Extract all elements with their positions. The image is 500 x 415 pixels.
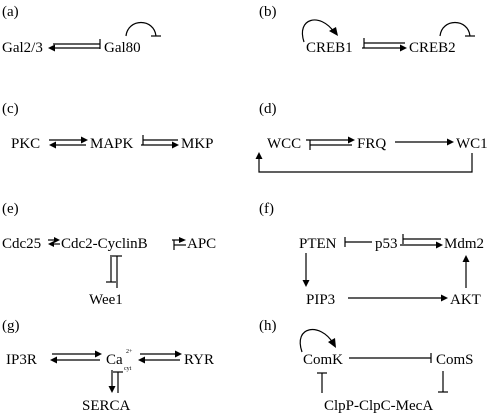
node-mdm2: Mdm2 — [444, 236, 484, 252]
node-pten: PTEN — [299, 236, 337, 252]
arrowhead — [175, 350, 182, 358]
node-ip3r: IP3R — [6, 352, 37, 368]
arrowhead — [462, 255, 470, 262]
panel-d-label: (d) — [259, 101, 277, 117]
arrowhead — [108, 386, 116, 393]
node-frq: FRQ — [357, 136, 386, 152]
node-ca-superscript: 2+ — [126, 349, 133, 355]
arrowhead — [328, 338, 336, 348]
node-coms: ComS — [436, 352, 474, 368]
node-cdc2-cyclinb: Cdc2-CyclinB — [61, 236, 148, 252]
arrowhead — [48, 241, 54, 247]
arrowhead — [138, 356, 145, 364]
node-wc1: WC1 — [456, 136, 488, 152]
node-akt: AKT — [450, 292, 481, 308]
node-mapk: MAPK — [90, 136, 134, 152]
node-clpp-clpc-meca: ClpP-ClpC-MecA — [324, 398, 433, 414]
self-inhibition-loop-gal80 — [125, 21, 157, 37]
arrowhead — [48, 44, 55, 52]
arrowhead — [400, 44, 407, 52]
self-activation-loop-comk — [299, 328, 334, 353]
arrowhead — [81, 136, 88, 144]
panel-g-label: (g) — [2, 318, 20, 334]
panel-a: (a) Gal2/3 Gal80 — [2, 4, 161, 56]
arrowhead — [49, 141, 56, 149]
node-ca-subscript: cyt — [124, 366, 132, 372]
self-activation-loop-creb1 — [301, 19, 335, 43]
panel-b-label: (b) — [259, 4, 277, 20]
panel-f: (f) PTEN p53 Mdm2 PIP3 AKT — [259, 201, 484, 308]
node-comk: ComK — [303, 352, 343, 368]
arrowhead — [348, 136, 355, 144]
arrowhead — [179, 237, 186, 243]
node-wcc: WCC — [267, 136, 301, 152]
arrowhead — [329, 27, 338, 36]
node-p53: p53 — [375, 236, 398, 252]
node-mkp: MKP — [181, 136, 214, 152]
node-ryr: RYR — [184, 352, 214, 368]
node-cdc25: Cdc25 — [2, 236, 41, 252]
edge-wc1-activates-wcc — [258, 153, 473, 173]
panel-e-label: (e) — [2, 201, 19, 217]
node-creb1: CREB1 — [306, 40, 353, 56]
node-gal23: Gal2/3 — [2, 40, 43, 56]
arrowhead — [255, 152, 263, 159]
node-wee1: Wee1 — [89, 292, 123, 308]
self-inhibition-loop-creb2 — [439, 21, 471, 37]
node-gal80: Gal80 — [104, 40, 141, 56]
node-serca: SERCA — [82, 398, 131, 414]
arrowhead — [441, 294, 448, 302]
arrowhead — [54, 237, 60, 243]
arrowhead — [95, 350, 102, 358]
panel-h-label: (h) — [259, 318, 277, 334]
node-pip3: PIP3 — [306, 292, 335, 308]
panel-g: (g) IP3R Ca 2+ cyt RYR SERCA — [2, 318, 214, 414]
arrowhead — [50, 356, 57, 364]
node-creb2: CREB2 — [409, 40, 456, 56]
panel-h: (h) ComK ComS ClpP-ClpC-MecA — [259, 318, 474, 414]
panel-c-label: (c) — [2, 101, 19, 117]
node-ca: Ca — [106, 352, 123, 368]
panel-f-label: (f) — [259, 201, 274, 217]
panel-d: (d) WCC FRQ WC1 — [255, 101, 488, 173]
panel-e: (e) Cdc25 Cdc2-CyclinB APC Wee1 — [2, 201, 216, 308]
panel-c: (c) PKC MAPK MKP — [2, 101, 214, 152]
arrowhead — [447, 138, 454, 146]
node-apc: APC — [187, 236, 216, 252]
node-pkc: PKC — [11, 136, 40, 152]
arrowhead — [436, 241, 443, 249]
arrowhead — [172, 141, 179, 149]
panel-b: (b) CREB1 CREB2 — [259, 4, 475, 56]
arrowhead — [302, 280, 310, 287]
panel-a-label: (a) — [2, 4, 19, 20]
